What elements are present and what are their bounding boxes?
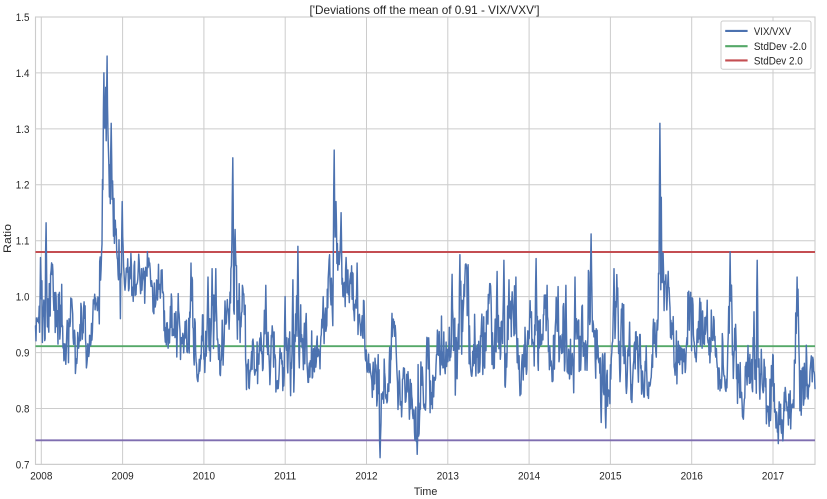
svg-text:1.1: 1.1 [16,236,30,248]
svg-text:0.7: 0.7 [16,459,30,471]
svg-text:1.5: 1.5 [16,12,30,24]
svg-text:0.8: 0.8 [16,403,30,415]
svg-text:1.3: 1.3 [16,124,30,136]
svg-text:2011: 2011 [274,471,296,483]
svg-text:2017: 2017 [762,471,784,483]
svg-text:2010: 2010 [193,471,215,483]
svg-text:2013: 2013 [437,471,459,483]
svg-text:0.9: 0.9 [16,347,30,359]
svg-text:StdDev -2.0: StdDev -2.0 [754,41,807,53]
svg-text:1.2: 1.2 [16,180,30,192]
svg-text:Ratio: Ratio [2,224,14,253]
svg-text:2016: 2016 [681,471,703,483]
svg-text:2009: 2009 [112,471,134,483]
svg-text:2008: 2008 [30,471,52,483]
svg-text:2015: 2015 [599,471,621,483]
svg-text:VIX/VXV: VIX/VXV [754,26,792,38]
svg-text:2014: 2014 [518,471,540,483]
svg-text:1.0: 1.0 [16,292,30,304]
svg-text:['Deviations off the mean of 0: ['Deviations off the mean of 0.91 - VIX/… [310,3,540,17]
svg-text:StdDev 2.0: StdDev 2.0 [754,55,803,67]
svg-text:2012: 2012 [355,471,377,483]
svg-text:Time: Time [414,486,437,498]
svg-text:1.4: 1.4 [16,68,30,80]
